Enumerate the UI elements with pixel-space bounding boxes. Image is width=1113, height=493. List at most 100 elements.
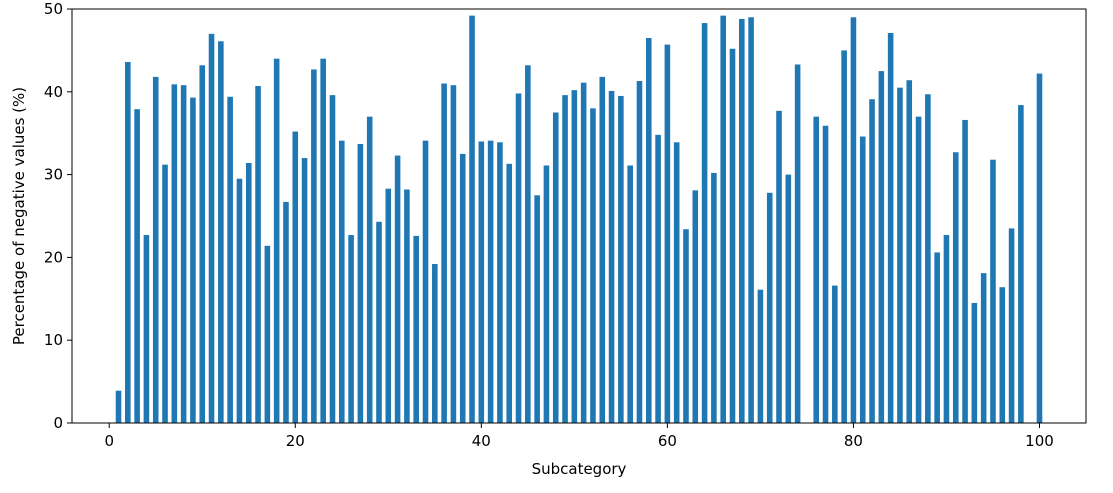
y-axis-label: Percentage of negative values (%) bbox=[10, 87, 28, 345]
bar-69 bbox=[748, 17, 754, 424]
bar-80 bbox=[850, 17, 857, 424]
bar-2 bbox=[125, 61, 131, 423]
bar-97 bbox=[1008, 228, 1015, 423]
bar-53 bbox=[599, 76, 606, 424]
x-tick-label: 20 bbox=[286, 432, 305, 450]
bar-29 bbox=[376, 221, 382, 423]
bar-64 bbox=[701, 23, 708, 424]
plot-frame bbox=[71, 8, 1087, 424]
bar-26 bbox=[348, 235, 354, 423]
bar-91 bbox=[952, 152, 959, 423]
bar-23 bbox=[320, 58, 326, 424]
y-tick-label: 10 bbox=[44, 331, 63, 349]
x-axis-label: Subcategory bbox=[532, 460, 627, 478]
x-tick-label: 60 bbox=[658, 432, 677, 450]
bar-62 bbox=[683, 229, 689, 423]
bar-41 bbox=[487, 140, 494, 424]
bar-4 bbox=[143, 235, 150, 423]
bar-19 bbox=[283, 201, 289, 423]
bar-63 bbox=[692, 190, 699, 423]
bar-56 bbox=[627, 165, 633, 423]
bar-85 bbox=[897, 87, 903, 423]
bar-25 bbox=[338, 140, 345, 424]
bar-22 bbox=[311, 69, 317, 423]
bar-86 bbox=[906, 80, 913, 423]
bar-7 bbox=[171, 84, 178, 424]
bar-9 bbox=[190, 97, 196, 423]
bar-51 bbox=[580, 82, 587, 423]
y-tick-label: 20 bbox=[44, 248, 63, 266]
bar-70 bbox=[757, 289, 764, 423]
bar-93 bbox=[971, 302, 978, 423]
bar-33 bbox=[413, 235, 419, 423]
bar-55 bbox=[618, 95, 624, 423]
axes-layer: 0 20 40 60 80 100 0 10 20 30 40 50 bbox=[44, 0, 1087, 450]
bar-95 bbox=[990, 159, 996, 424]
bar-24 bbox=[329, 95, 336, 423]
bar-88 bbox=[925, 94, 931, 423]
bar-31 bbox=[394, 155, 401, 423]
bar-46 bbox=[534, 195, 540, 423]
bar-21 bbox=[301, 158, 308, 424]
bar-71 bbox=[766, 192, 773, 423]
bar-40 bbox=[478, 141, 485, 424]
bar-60 bbox=[664, 44, 671, 423]
bar-38 bbox=[459, 153, 466, 423]
bar-14 bbox=[236, 178, 243, 423]
bar-87 bbox=[915, 116, 922, 423]
bar-43 bbox=[506, 163, 513, 423]
bar-45 bbox=[525, 65, 531, 423]
x-tick-label: 80 bbox=[844, 432, 863, 450]
bar-65 bbox=[711, 172, 717, 423]
bar-34 bbox=[422, 140, 429, 424]
bar-39 bbox=[469, 15, 475, 424]
bar-47 bbox=[543, 165, 550, 423]
bars-layer bbox=[115, 15, 1043, 424]
bar-1 bbox=[115, 390, 122, 423]
bar-59 bbox=[655, 134, 661, 423]
bar-96 bbox=[999, 287, 1006, 423]
bar-89 bbox=[934, 252, 940, 423]
bar-72 bbox=[776, 110, 782, 424]
bar-16 bbox=[255, 86, 261, 423]
bar-77 bbox=[822, 125, 829, 424]
bar-35 bbox=[432, 264, 438, 423]
bar-5 bbox=[152, 76, 159, 424]
bar-98 bbox=[1018, 105, 1024, 423]
bar-42 bbox=[497, 142, 503, 424]
x-tick-label: 0 bbox=[104, 432, 114, 450]
bar-58 bbox=[645, 37, 652, 423]
bar-37 bbox=[450, 85, 457, 424]
bar-57 bbox=[636, 81, 643, 423]
bar-18 bbox=[273, 58, 280, 424]
x-tick-label: 100 bbox=[1025, 432, 1054, 450]
bar-36 bbox=[441, 83, 447, 424]
bar-73 bbox=[785, 174, 792, 423]
bar-17 bbox=[264, 245, 271, 423]
bar-11 bbox=[208, 33, 215, 424]
bar-20 bbox=[292, 131, 299, 423]
bar-3 bbox=[134, 109, 140, 424]
bar-8 bbox=[180, 85, 187, 424]
bar-66 bbox=[720, 15, 726, 424]
y-tick-label: 50 bbox=[44, 0, 63, 18]
bar-90 bbox=[943, 235, 950, 423]
bar-10 bbox=[199, 65, 206, 423]
bar-61 bbox=[673, 142, 680, 424]
bar-15 bbox=[245, 163, 252, 423]
bar-94 bbox=[980, 273, 987, 423]
bar-92 bbox=[962, 119, 968, 424]
bar-12 bbox=[218, 41, 224, 424]
y-tick-label: 40 bbox=[44, 83, 63, 101]
bar-28 bbox=[366, 116, 373, 423]
y-tick-label: 30 bbox=[44, 166, 63, 184]
bar-32 bbox=[404, 189, 410, 423]
bar-68 bbox=[739, 18, 745, 423]
bar-50 bbox=[571, 90, 578, 424]
bar-44 bbox=[515, 93, 522, 424]
bar-27 bbox=[357, 143, 364, 424]
bar-49 bbox=[562, 95, 568, 423]
bar-84 bbox=[887, 33, 894, 424]
